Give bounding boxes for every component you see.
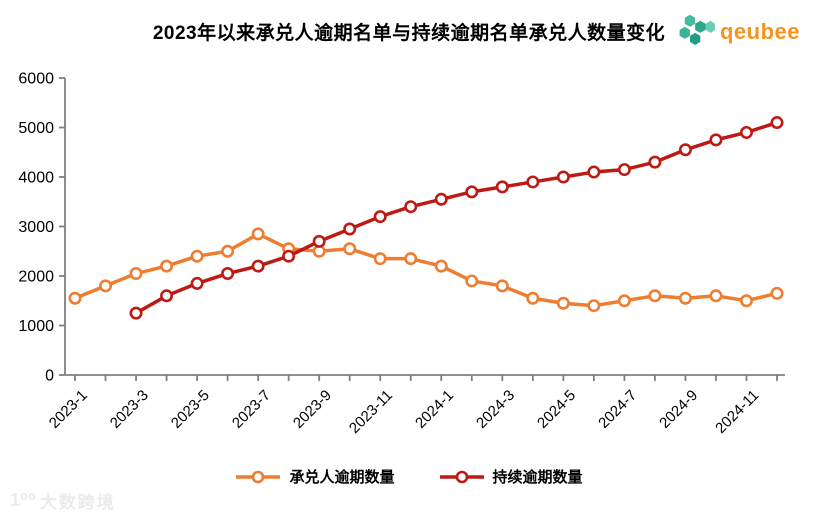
svg-text:2023-5: 2023-5 <box>168 387 213 432</box>
svg-text:2024-3: 2024-3 <box>473 387 518 432</box>
svg-text:2024-11: 2024-11 <box>712 387 762 437</box>
svg-text:2024-9: 2024-9 <box>656 387 701 432</box>
svg-text:5000: 5000 <box>18 120 54 137</box>
svg-text:6000: 6000 <box>18 71 54 88</box>
page-title: 2023年以来承兑人逾期名单与持续逾期名单承兑人数量变化 <box>152 23 666 44</box>
legend-line-marker-icon <box>439 470 484 483</box>
svg-text:2023-1: 2023-1 <box>46 387 91 432</box>
svg-text:2023-7: 2023-7 <box>229 387 274 432</box>
svg-text:1000: 1000 <box>18 318 54 335</box>
qeubee-logo-text: qeubee <box>719 19 800 44</box>
header: 2023年以来承兑人逾期名单与持续逾期名单承兑人数量变化 qeubee <box>0 0 818 58</box>
svg-text:2023-9: 2023-9 <box>290 387 335 432</box>
svg-text:4000: 4000 <box>18 170 54 187</box>
legend-label: 承兑人逾期数量 <box>289 469 395 486</box>
svg-text:2000: 2000 <box>18 269 54 286</box>
legend-item-continuous-overdue: 持续逾期数量 <box>439 466 583 487</box>
hexagon-cluster-icon <box>679 14 715 45</box>
svg-text:2024-7: 2024-7 <box>595 387 640 432</box>
svg-text:0: 0 <box>45 368 54 385</box>
svg-text:2024-1: 2024-1 <box>412 387 457 432</box>
legend-line-marker-icon <box>236 470 281 483</box>
legend-item-overdue: 承兑人逾期数量 <box>235 466 395 487</box>
line-chart: 0 1000 2000 3000 4000 5000 6000 2023-1 2023-3 202… <box>18 71 785 437</box>
watermark-logo-icon: 1⁰⁰ <box>10 490 36 510</box>
watermark-text: 大数跨境 <box>39 493 116 512</box>
svg-text:3000: 3000 <box>18 219 54 236</box>
qeubee-logo: qeubee <box>677 12 800 52</box>
svg-text:2023-11: 2023-11 <box>346 387 396 437</box>
svg-text:2023-3: 2023-3 <box>107 387 152 432</box>
svg-text:2024-5: 2024-5 <box>534 387 579 432</box>
legend-label: 持续逾期数量 <box>492 469 583 486</box>
chart-legend: 承兑人逾期数量 持续逾期数量 <box>0 466 818 487</box>
watermark: 1⁰⁰ 大数跨境 <box>10 488 116 513</box>
